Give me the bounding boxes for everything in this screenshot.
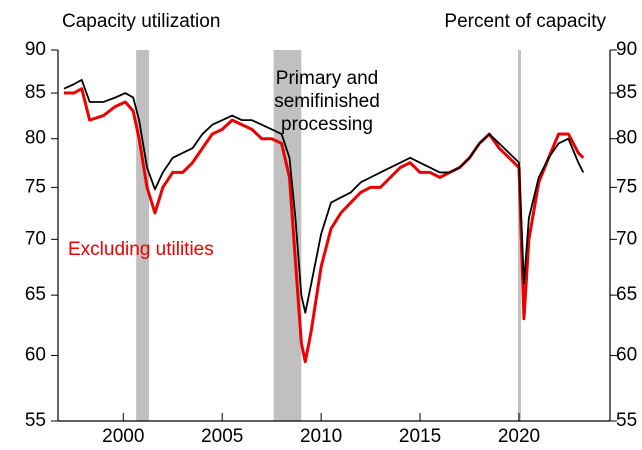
- y2-tick-label: 55: [616, 410, 637, 431]
- x-tick-label: 2000: [102, 426, 144, 447]
- y2-tick-label: 75: [616, 176, 637, 197]
- y2-tick-label: 60: [616, 344, 637, 365]
- series-label: Primary and semifinished processing: [274, 68, 380, 135]
- y-tick-label: 90: [25, 39, 46, 60]
- recession-band: [136, 50, 150, 421]
- y-tick-label: 60: [25, 344, 46, 365]
- x-tick-label: 2005: [201, 426, 243, 447]
- y2-tick-label: 70: [616, 228, 637, 249]
- y2-tick-label: 85: [616, 82, 637, 103]
- y-tick-label: 70: [25, 228, 46, 249]
- y2-tick-label: 80: [616, 128, 637, 149]
- y-tick-label: 80: [25, 128, 46, 149]
- y-tick-label: 75: [25, 176, 46, 197]
- x-tick-label: 2010: [300, 426, 342, 447]
- y-axis-label: Percent of capacity: [444, 11, 606, 32]
- y2-tick-label: 90: [616, 39, 637, 60]
- y-tick-label: 85: [25, 82, 46, 103]
- x-tick-label: 2015: [399, 426, 441, 447]
- y2-tick-label: 65: [616, 284, 637, 305]
- recession-band: [518, 50, 521, 421]
- y-tick-label: 65: [25, 284, 46, 305]
- series-line: [63, 87, 585, 364]
- x-tick-label: 2020: [498, 426, 540, 447]
- series-label: Excluding utilities: [68, 239, 214, 260]
- series-line: [63, 78, 585, 314]
- chart-title: Capacity utilization: [62, 11, 220, 32]
- y-tick-label: 55: [25, 410, 46, 431]
